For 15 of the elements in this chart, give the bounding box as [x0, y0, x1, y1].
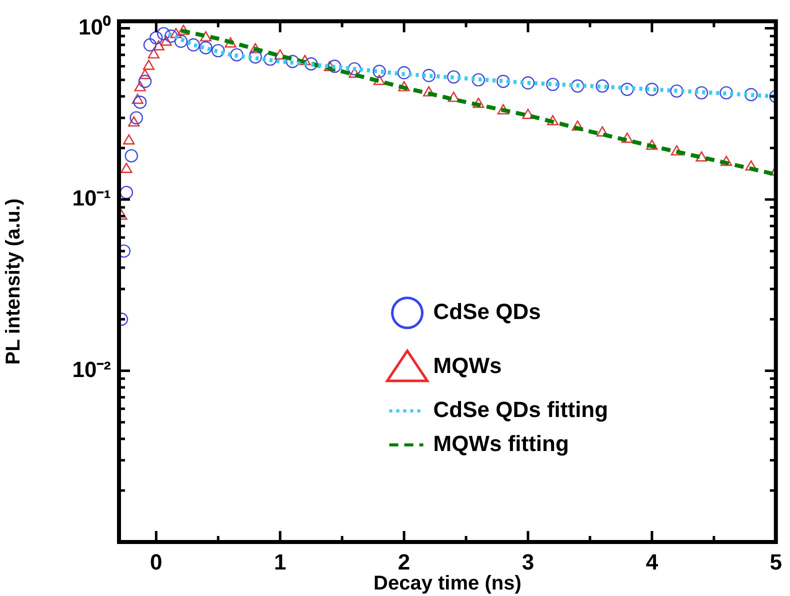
x-tick-label: 1 — [274, 549, 286, 574]
y-tick-label: 10⁻² — [72, 356, 111, 382]
legend-label: MQWs fitting — [433, 430, 569, 456]
x-tick-label: 4 — [646, 549, 659, 574]
x-axis-title: Decay time (ns) — [374, 572, 522, 595]
legend-label: MQWs — [433, 352, 502, 378]
x-tick-label: 0 — [150, 549, 162, 574]
x-tick-label: 3 — [522, 549, 534, 574]
y-axis-title: PL intensity (a.u.) — [2, 198, 25, 365]
y-tick-label: 10⁰ — [78, 14, 111, 40]
x-tick-label: 5 — [770, 549, 782, 574]
x-tick-label: 2 — [398, 549, 410, 574]
legend-label: CdSe QDs — [433, 298, 541, 324]
legend-label: CdSe QDs fitting — [433, 396, 608, 422]
y-tick-label: 10⁻¹ — [72, 186, 111, 211]
